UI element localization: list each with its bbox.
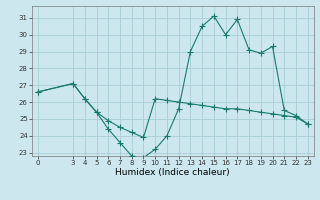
X-axis label: Humidex (Indice chaleur): Humidex (Indice chaleur) [116,168,230,177]
